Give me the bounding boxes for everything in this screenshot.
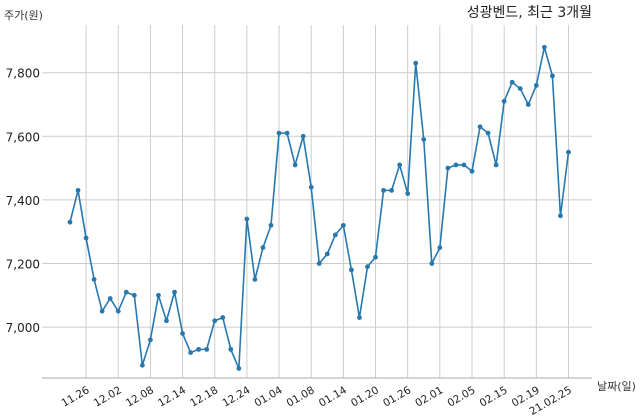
y-axis-label: 주가(원) (4, 9, 43, 22)
data-point (501, 98, 507, 104)
x-tick-label: 12.24 (220, 384, 252, 410)
grid (42, 25, 592, 378)
data-point (373, 254, 378, 260)
data-point (83, 235, 89, 241)
data-point (115, 308, 121, 314)
data-point (148, 337, 153, 343)
data-point (485, 130, 491, 136)
data-point (421, 137, 427, 142)
data-point (558, 213, 563, 219)
data-point (139, 362, 145, 368)
y-tick-label: 7,200 (6, 258, 40, 272)
data-point (397, 162, 403, 168)
data-point (180, 331, 185, 336)
data-point (509, 79, 515, 85)
y-tick-label: 7,000 (6, 321, 40, 335)
data-points (67, 44, 571, 371)
data-point (541, 44, 547, 50)
series-line (69, 46, 570, 370)
data-point (212, 318, 218, 324)
y-tick-label: 7,400 (6, 194, 40, 208)
data-point (365, 264, 370, 270)
x-tick-label: 01.04 (253, 384, 285, 410)
chart-title: 성광벤드, 최근 3개월 (467, 5, 592, 21)
data-point (525, 102, 531, 107)
price-line (69, 46, 570, 370)
x-tick-label: 02.05 (445, 384, 477, 409)
data-point (413, 60, 419, 66)
data-point (300, 133, 306, 139)
data-point (550, 73, 555, 79)
data-point (517, 86, 523, 91)
y-tick-label: 7,600 (6, 130, 40, 144)
data-point (493, 162, 499, 168)
data-point (533, 83, 539, 88)
y-tick-label: 7,800 (6, 67, 40, 81)
data-point (75, 187, 81, 193)
x-tick-label: 01.26 (381, 384, 413, 410)
data-point (316, 261, 322, 266)
data-point (349, 267, 354, 273)
data-point (172, 289, 177, 295)
data-point (260, 245, 266, 251)
tick-labels: 7,000 7,200 7,400 7,600 7,800 11.26 12.02 12.08… (6, 67, 574, 418)
data-point (469, 168, 475, 174)
x-tick-label: 01.20 (349, 384, 381, 409)
data-point (429, 261, 435, 266)
data-point (461, 162, 467, 168)
data-point (292, 162, 298, 168)
x-tick-label: 12.18 (188, 384, 220, 409)
data-point (389, 187, 394, 193)
data-point (67, 219, 73, 225)
data-point (91, 277, 97, 282)
data-point (99, 308, 105, 314)
data-point (276, 130, 282, 136)
x-tick-label: 01.14 (317, 384, 349, 410)
data-point (437, 245, 443, 251)
data-point (357, 315, 362, 320)
data-point (324, 251, 330, 257)
data-point (244, 216, 250, 222)
data-point (453, 162, 459, 168)
data-point (188, 350, 194, 355)
data-point (123, 289, 129, 295)
data-point (445, 165, 451, 171)
x-tick-label: 01.08 (285, 384, 317, 409)
data-point (220, 315, 226, 320)
x-tick-label: 12.02 (92, 384, 124, 409)
data-point (204, 346, 210, 352)
data-point (340, 222, 346, 228)
data-point (164, 318, 169, 324)
data-point (566, 149, 571, 155)
data-point (228, 346, 234, 352)
data-point (236, 366, 242, 371)
data-point (381, 187, 386, 193)
data-point (405, 191, 411, 196)
x-tick-label: 12.14 (156, 384, 188, 410)
data-point (252, 277, 258, 282)
data-point (268, 222, 274, 228)
data-point (196, 346, 202, 352)
data-point (308, 184, 314, 190)
data-point (156, 292, 161, 298)
x-axis-label: 날짜(일) (597, 379, 636, 393)
data-point (477, 124, 483, 130)
data-point (107, 296, 113, 301)
data-point (332, 232, 338, 238)
data-point (131, 292, 137, 298)
x-tick-label: 11.26 (60, 384, 92, 410)
x-tick-label: 02.01 (413, 384, 445, 409)
x-tick-label: 12.08 (124, 384, 156, 409)
x-tick-label: 02.15 (478, 384, 510, 409)
data-point (284, 130, 290, 136)
